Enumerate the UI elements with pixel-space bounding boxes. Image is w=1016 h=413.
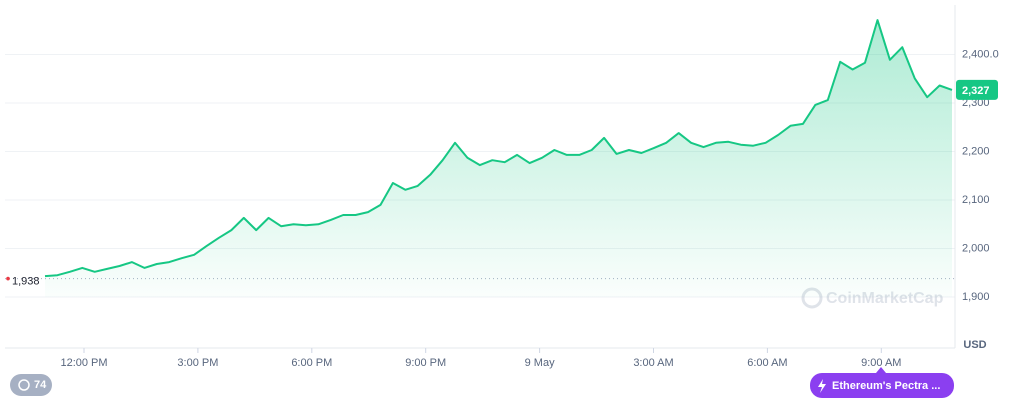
x-tick-label: 9:00 PM [405,357,446,369]
price-line [44,19,953,278]
last-price-label: 2,327 [962,85,990,97]
y-tick-label: 1,900 [962,291,990,303]
x-tick-label: 9:00 AM [861,357,901,369]
x-tick-label: 9 May [525,357,555,369]
y-tick-label: 2,100 [962,194,990,206]
open-price-dot [6,276,10,281]
x-tick-label: 3:00 PM [177,357,218,369]
events-badge[interactable]: 74 [10,374,52,396]
event-badge[interactable]: Ethereum's Pectra ... [810,367,954,398]
events-count: 74 [34,379,47,391]
y-tick-label: 2,300 [962,97,990,109]
y-tick-label: 2,400.0 [962,48,999,60]
x-tick-label: 3:00 AM [633,357,673,369]
y-tick-label: 2,000 [962,242,990,254]
last-price-badge [956,79,998,100]
event-badge-text: Ethereum's Pectra ... [832,380,940,392]
open-price-label: 1,938 [12,275,40,287]
x-tick-label: 12:00 PM [60,357,107,369]
x-tick-label: 6:00 PM [291,357,332,369]
x-tick-label: 6:00 AM [747,357,787,369]
area-fill [45,20,952,297]
currency: USD [963,339,986,351]
y-tick-label: 2,200 [962,145,990,157]
